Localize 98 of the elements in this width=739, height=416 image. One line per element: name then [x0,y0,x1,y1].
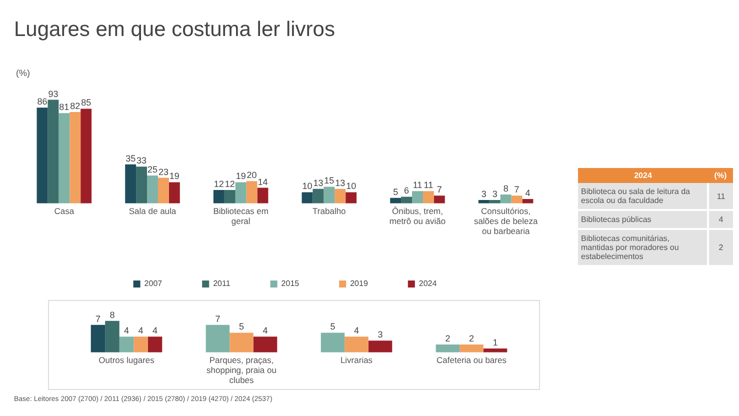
bar [324,186,335,204]
data-label: 2 [708,229,733,266]
data-label: 33 [136,156,147,166]
category-label: Bibliotecas comunitárias, mantidas por moradores ou estabelecimentos [578,229,708,266]
legend-label: 2024 [418,279,438,288]
chart-title: Lugares em que costuma ler livros [14,18,335,42]
data-label: 4 [708,210,733,229]
data-label: 12 [224,179,235,190]
data-label: 4 [525,188,530,198]
bar [125,164,136,204]
data-label: 8 [503,183,508,194]
category-label: Bibliotecas públicas [578,210,708,229]
bar [213,190,224,204]
bar [36,108,48,204]
data-label: 3 [492,189,498,200]
x-tick-label: Cafeteria ou bares [436,354,506,365]
x-tick-label: Sala de aula [128,206,176,216]
text: (%) [708,168,733,183]
data-label: 4 [124,326,130,336]
bar [246,181,258,204]
legend-label: 2019 [350,279,368,288]
data-label: 13 [313,178,324,188]
x-tick-label: Bibliotecas em geral [213,206,268,226]
data-label: 4 [262,326,268,336]
data-label: 15 [324,176,334,186]
bar [478,200,490,204]
category-label: Biblioteca ou sala de leitura da escola ou da faculdade [578,183,708,210]
bar [401,196,412,204]
data-label: 13 [335,178,346,188]
bar [158,178,169,204]
data-label: 23 [158,166,168,177]
bar [511,196,522,204]
x-tick-label: Outros lugares [98,354,154,365]
data-label: 7 [436,184,442,195]
data-label: 5 [393,186,398,197]
data-label: 7 [95,314,100,324]
data-label: 7 [514,184,520,195]
bar [412,191,423,204]
data-label: 6 [404,186,410,196]
data-label: 11 [412,180,422,190]
data-label: 11 [708,183,733,210]
x-tick-label: Livrarias [340,354,373,365]
data-label: 12 [214,179,224,190]
bar [312,188,324,204]
data-label: 4 [138,326,144,336]
bar [302,192,313,204]
bar [500,194,512,204]
data-label: 5 [238,322,244,332]
bar [422,191,434,204]
bar [390,198,402,204]
bar [136,166,148,204]
data-label: 20 [246,170,257,180]
legend-label: 2007 [144,279,163,288]
legend-label: 2015 [281,279,300,288]
y-axis-title: (%) [16,68,30,78]
data-label: 4 [152,326,158,336]
data-label: 3 [378,330,383,340]
data-label: 82 [70,101,80,112]
data-label: 10 [346,181,356,192]
data-label: 7 [215,314,220,324]
text: 2024 [578,168,708,183]
bar [235,182,246,204]
data-label: 81 [59,102,70,112]
data-label: 1 [492,337,498,348]
data-label: 8 [110,310,115,320]
data-label: 4 [354,326,360,336]
x-tick-label: Parques, praças, shopping, praia ou clubes [206,354,277,386]
bar [147,176,158,204]
data-label: 3 [481,189,486,200]
bar [257,188,268,204]
bar [48,100,59,204]
bar [489,200,500,204]
bar [80,108,92,204]
data-label: 14 [258,176,268,187]
legend-label: 2011 [213,279,231,288]
data-label: 19 [169,171,180,182]
data-label: 11 [424,180,434,190]
data-label: 85 [81,98,92,108]
data-label: 93 [48,88,58,99]
data-label: 10 [302,181,312,192]
data-label: 2 [468,334,474,344]
data-label: 2 [445,334,450,344]
data-label: 19 [236,171,246,182]
bar [168,182,180,204]
x-tick-label: Casa [54,206,74,216]
x-tick-label: Consultórios, salões de beleza ou barbearia [474,206,538,236]
bar [434,196,445,204]
x-tick-label: Ônibus, trem, metrô ou avião [389,206,446,226]
data-label: 35 [126,153,136,164]
bar [70,112,81,204]
bar [224,190,236,204]
data-label: 86 [37,96,48,107]
data-label: 5 [330,322,336,332]
bar [346,192,357,204]
x-tick-label: Trabalho [312,206,346,216]
data-label: 25 [147,164,158,175]
bar [58,113,70,204]
bar [334,188,346,204]
